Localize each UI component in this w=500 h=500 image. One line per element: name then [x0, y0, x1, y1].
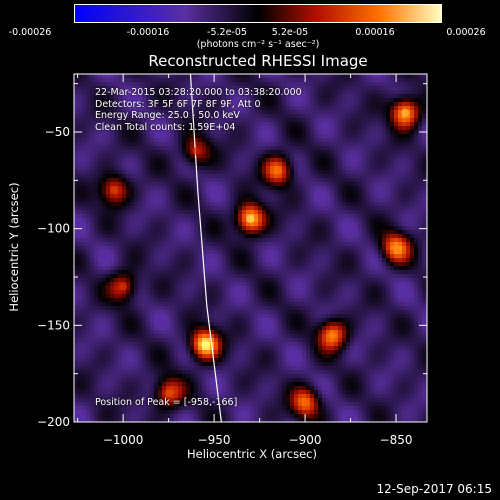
colorbar-tick-label: 0.00026	[446, 27, 486, 38]
colorbar-gradient	[75, 5, 441, 22]
colorbar-tick-label: -0.00016	[126, 27, 170, 38]
colorbar-tick-label: -0.00026	[8, 27, 52, 38]
x-axis-label: Heliocentric X (arcsec)	[187, 447, 317, 461]
plot-frame	[73, 73, 428, 423]
source-peak	[301, 398, 310, 407]
colorbar-tick-label: 0.00016	[355, 27, 395, 38]
annotation-energy-range: Energy Range: 25.0 - 50.0 keV	[95, 110, 240, 121]
source-peak	[119, 282, 128, 291]
heatmap-image	[74, 74, 427, 422]
source-peak	[110, 186, 119, 194]
y-tick-label: −100	[37, 222, 70, 236]
axes: −1000 −950 −900 −850 −50 −100 −150 −200	[37, 74, 427, 447]
source-markers	[110, 108, 410, 407]
x-tick-label: −850	[380, 433, 413, 447]
x-tick-label: −950	[198, 433, 231, 447]
x-tick-label: −900	[289, 433, 322, 447]
source-peak	[191, 147, 200, 156]
source-peak	[392, 244, 401, 252]
annotation-time-range: 22-Mar-2015 03:28:20.000 to 03:38:20.000	[95, 87, 302, 98]
source-peak	[201, 340, 210, 349]
source-peak	[164, 389, 173, 397]
source-peak	[328, 331, 337, 339]
solar-limb-curve	[189, 74, 222, 422]
colorbar	[74, 4, 442, 23]
x-tick-label: −1000	[103, 433, 144, 447]
timestamp: 12-Sep-2017 06:15	[376, 482, 492, 496]
peak-position-label: Position of Peak = [-958,-166]	[95, 397, 238, 408]
source-peak	[273, 166, 282, 175]
y-axis-label: Heliocentric Y (arcsec)	[7, 182, 21, 312]
annotation-detectors: Detectors: 3F 5F 6F 7F 8F 9F, Att 0	[95, 98, 261, 110]
y-tick-label: −200	[37, 415, 70, 429]
chart-title: Reconstructed RHESSI Image	[148, 52, 368, 70]
colorbar-units: (photons cm⁻² s⁻¹ asec⁻²)	[196, 39, 320, 50]
annotation-counts: Clean Total counts: 1.59E+04	[95, 121, 236, 133]
source-peak	[246, 215, 255, 223]
source-peak	[401, 108, 410, 117]
colorbar-tick-label: -5.2e-05	[207, 27, 247, 38]
y-tick-label: −50	[45, 125, 70, 139]
colorbar-tick-label: 5.2e-05	[271, 27, 309, 38]
y-tick-label: −150	[37, 318, 70, 332]
